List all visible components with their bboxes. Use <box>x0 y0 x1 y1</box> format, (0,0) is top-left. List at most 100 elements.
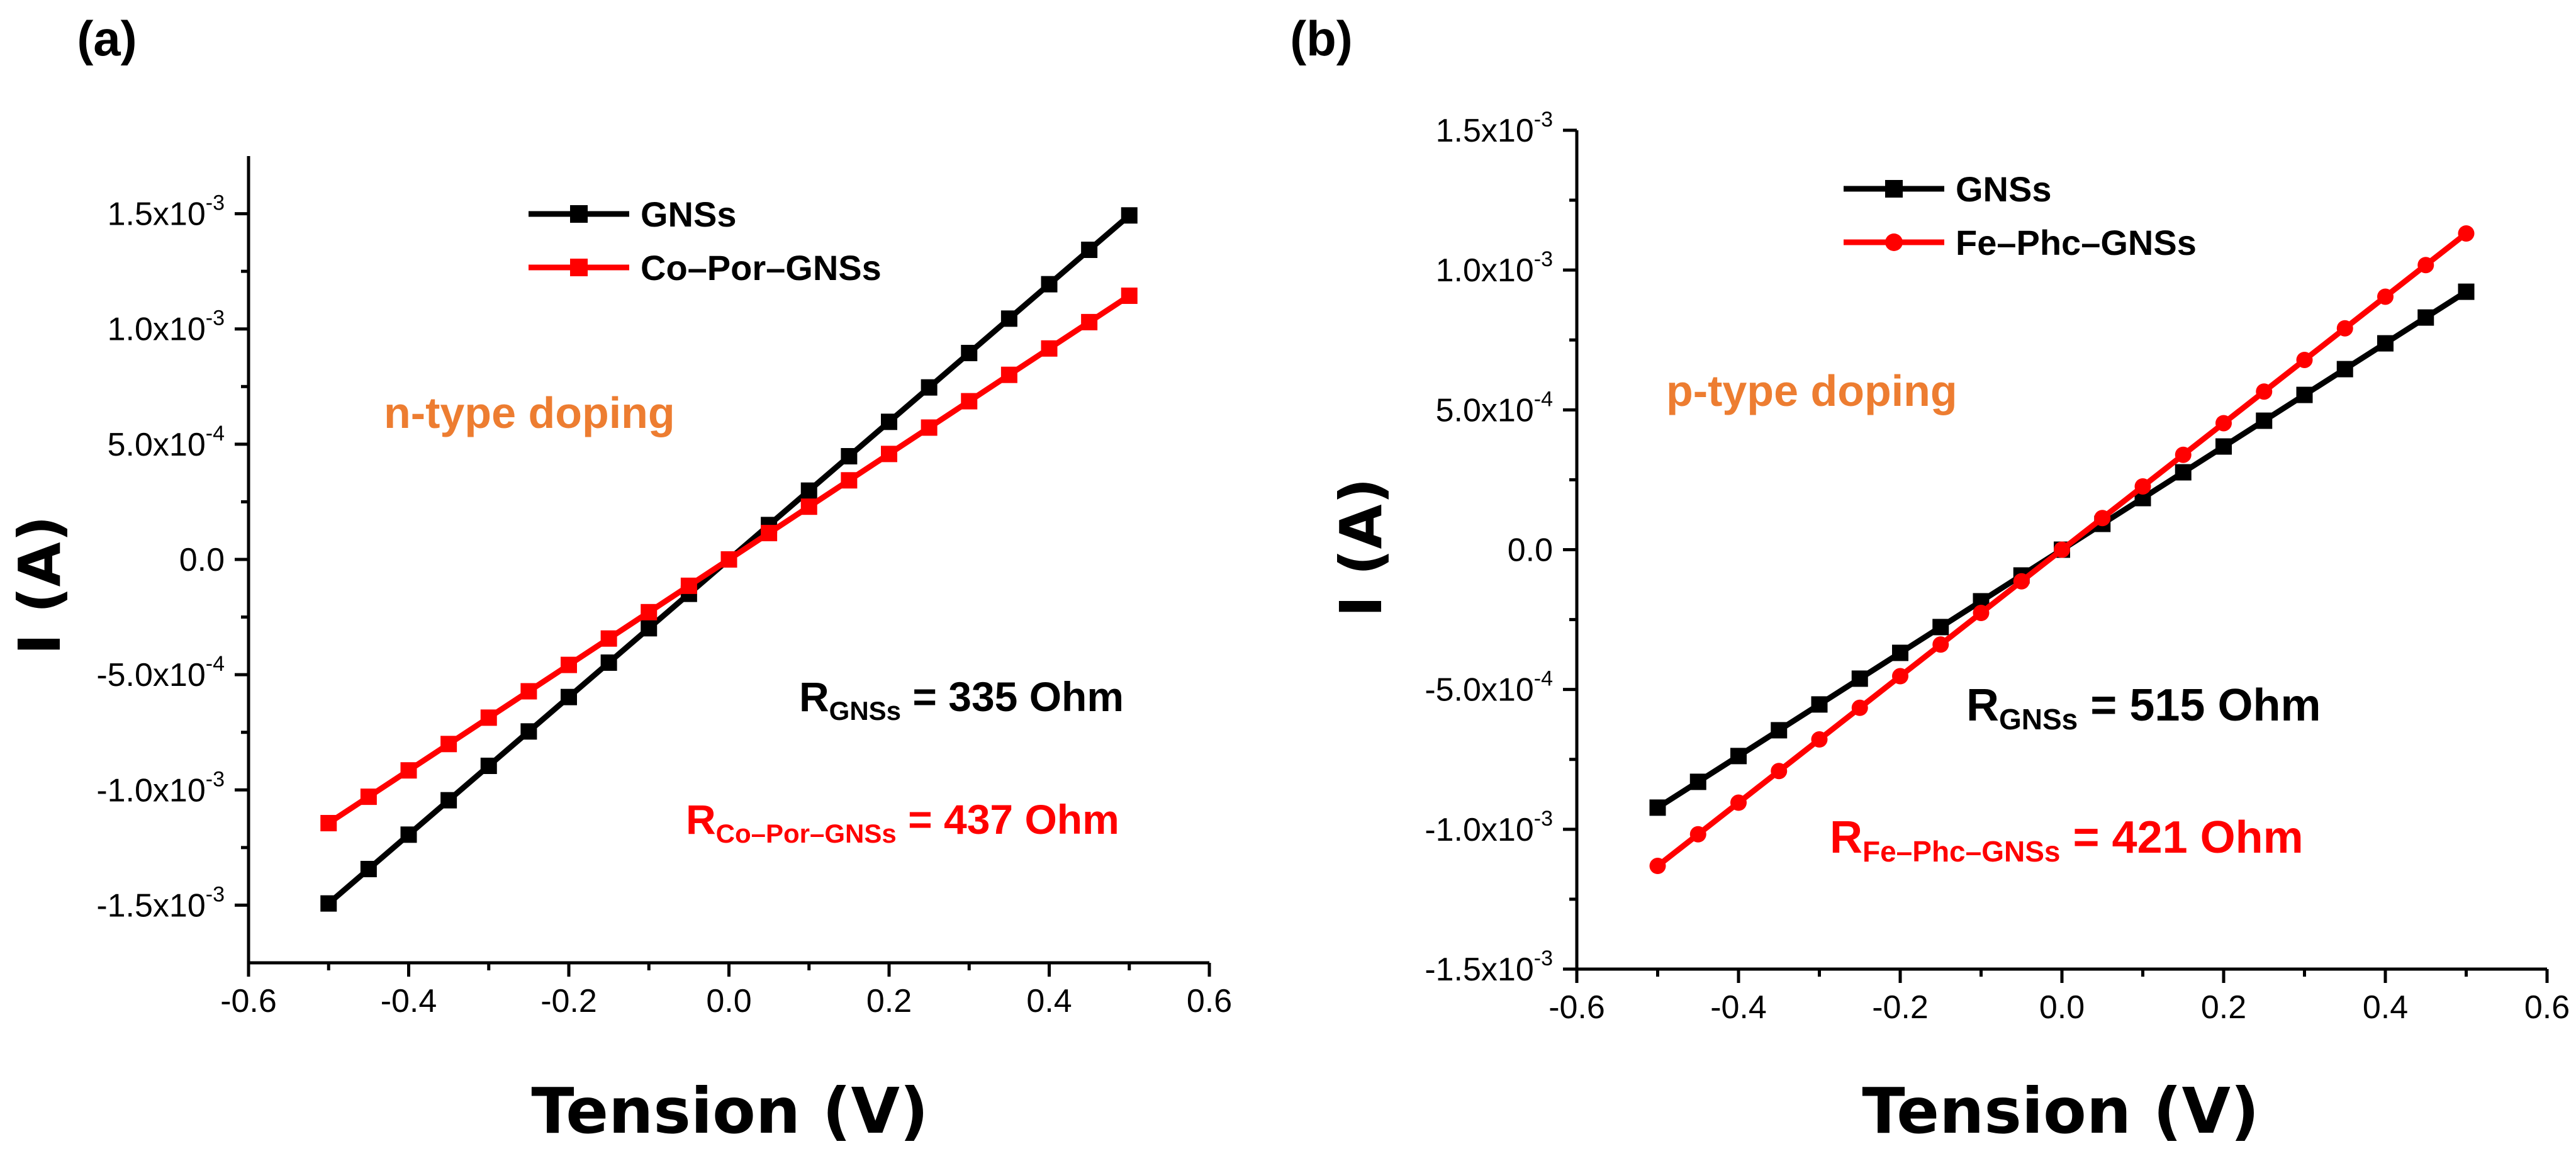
data-point <box>2377 288 2394 305</box>
resistance-annotation: RGNSs = 335 Ohm <box>799 673 1124 726</box>
y-tick-exponent: -4 <box>1534 387 1553 411</box>
x-tick-label: -0.6 <box>220 983 277 1019</box>
data-point <box>600 654 617 671</box>
data-point <box>520 723 537 740</box>
y-tick-exponent: -3 <box>1534 807 1553 831</box>
data-point <box>2175 464 2192 481</box>
data-point <box>480 758 497 775</box>
panel-label: (a) <box>77 11 137 66</box>
x-tick-label: 0.0 <box>706 983 751 1019</box>
legend-entry: GNSs <box>529 194 737 234</box>
data-point <box>2175 446 2192 463</box>
data-point <box>921 419 938 436</box>
resistance-symbol: R <box>686 796 716 843</box>
data-point <box>600 630 617 647</box>
resistance-value: = 421 Ohm <box>2060 812 2303 863</box>
data-point <box>1121 207 1138 224</box>
data-point <box>961 344 978 361</box>
data-point <box>1973 605 1990 622</box>
panel-label: (b) <box>1290 11 1353 66</box>
doping-annotation: n-type doping <box>384 388 675 437</box>
x-tick-label: -0.2 <box>540 983 597 1019</box>
data-point <box>1851 670 1868 687</box>
data-point <box>2215 438 2232 455</box>
data-point <box>400 826 417 843</box>
x-tick-label: 0.4 <box>2363 989 2408 1026</box>
legend-label: GNSs <box>641 194 737 234</box>
data-point <box>440 736 457 753</box>
resistance-value: = 515 Ohm <box>2078 680 2321 731</box>
series-co-por-gnss <box>320 287 1138 832</box>
data-point <box>520 683 537 700</box>
y-tick-label: 1.5x10-3 <box>1436 108 1553 149</box>
legend-label: Fe–Phc–GNSs <box>1956 223 2197 262</box>
y-tick-label: 1.5x10-3 <box>108 191 225 233</box>
data-point <box>1771 722 1788 739</box>
y-tick-label: -1.0x10-3 <box>96 767 225 809</box>
x-tick-label: -0.6 <box>1548 989 1605 1026</box>
data-point <box>841 472 858 489</box>
legend-marker <box>1885 233 1903 251</box>
data-point <box>480 709 497 726</box>
data-point <box>2377 335 2394 352</box>
data-point <box>921 379 938 396</box>
data-point <box>2215 415 2232 432</box>
resistance-value: = 335 Ohm <box>901 673 1124 720</box>
y-tick-exponent: -3 <box>206 882 225 906</box>
x-axis-title: Tension (V) <box>531 1074 928 1148</box>
y-tick-label: 0.0 <box>1508 532 1553 569</box>
chart-panel-a: (a)-0.6 -0.4 -0.2 0.0 0.2 0.4 0.61.5x10-31.0x1… <box>6 11 1232 1148</box>
data-point <box>561 688 577 705</box>
data-point <box>1649 858 1666 875</box>
data-point <box>1771 763 1788 780</box>
legend-marker <box>570 259 588 276</box>
data-point <box>1932 636 1949 653</box>
y-tick-mantissa: 0.0 <box>179 542 225 578</box>
data-point <box>320 895 337 912</box>
resistance-subscript: Co–Por–GNSs <box>716 819 897 848</box>
series-fe-phc-gnss <box>1649 225 2475 875</box>
y-tick-mantissa: 5.0x10 <box>1436 392 1534 429</box>
y-tick-label: 5.0x10-4 <box>108 422 225 463</box>
y-tick-mantissa: -1.0x10 <box>1425 812 1533 848</box>
resistance-subscript: GNSs <box>1999 703 2078 736</box>
y-tick-exponent: -3 <box>206 191 225 215</box>
data-point <box>2417 257 2434 274</box>
y-tick-label: 5.0x10-4 <box>1436 387 1553 429</box>
legend-label: Co–Por–GNSs <box>641 248 882 288</box>
data-point <box>800 498 817 515</box>
data-point <box>1121 287 1138 304</box>
y-axis-title: I (A) <box>6 515 74 655</box>
y-tick-exponent: -3 <box>1534 247 1553 271</box>
data-point <box>561 656 577 673</box>
resistance-subscript: GNSs <box>829 696 901 726</box>
data-point <box>1041 340 1058 357</box>
data-point <box>2054 541 2070 558</box>
data-point <box>2458 225 2475 242</box>
data-point <box>1081 313 1098 330</box>
data-point <box>1041 276 1058 293</box>
data-point <box>1811 696 1828 713</box>
x-axis-title: Tension (V) <box>1862 1074 2259 1148</box>
y-tick-label: 1.0x10-3 <box>1436 247 1553 289</box>
resistance-annotation: RGNSs = 515 Ohm <box>1966 680 2321 736</box>
x-tick-label: 0.6 <box>1187 983 1232 1019</box>
data-point <box>360 861 377 878</box>
y-tick-exponent: -4 <box>206 422 225 446</box>
x-tick-label: 0.4 <box>1026 983 1072 1019</box>
x-tick-label: -0.2 <box>1872 989 1929 1026</box>
y-tick-mantissa: -5.0x10 <box>1425 672 1533 709</box>
data-point <box>2256 412 2273 429</box>
data-point <box>2336 320 2353 337</box>
data-point <box>2458 283 2475 300</box>
data-point <box>680 577 697 594</box>
data-point <box>800 482 817 499</box>
data-point <box>1892 644 1908 661</box>
resistance-annotation: RFe–Phc–GNSs = 421 Ohm <box>1830 812 2304 868</box>
x-tick-label: 0.0 <box>2039 989 2085 1026</box>
y-tick-label: -1.5x10-3 <box>96 882 225 924</box>
data-point <box>961 393 978 410</box>
resistance-value: = 437 Ohm <box>897 796 1119 843</box>
data-point <box>1000 310 1017 327</box>
